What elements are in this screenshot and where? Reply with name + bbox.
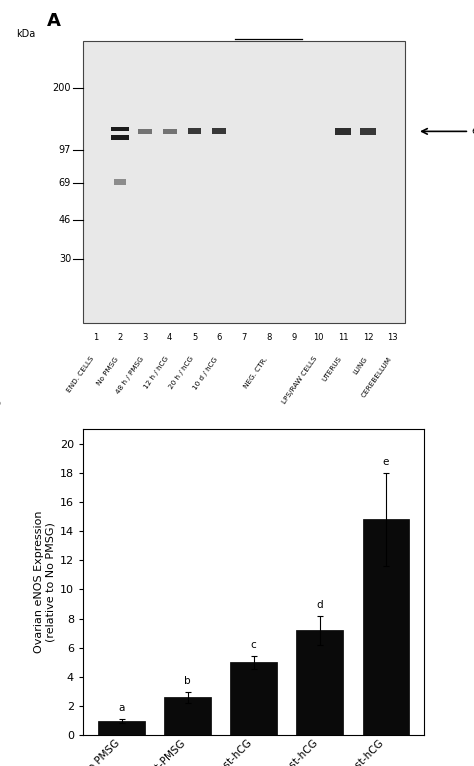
Text: 4: 4	[167, 333, 173, 342]
Text: 20 h / hCG: 20 h / hCG	[168, 355, 194, 391]
Text: UTERUS: UTERUS	[322, 355, 343, 383]
Text: d: d	[316, 600, 323, 610]
Text: 11: 11	[338, 333, 348, 342]
Bar	[114, 179, 127, 185]
Bar	[212, 128, 226, 135]
Text: a: a	[118, 702, 125, 712]
Bar	[164, 697, 210, 735]
Text: 8: 8	[266, 333, 272, 342]
Text: c: c	[251, 640, 256, 650]
Bar	[111, 135, 129, 140]
Text: 200: 200	[53, 83, 71, 93]
Text: 6: 6	[217, 333, 222, 342]
Bar	[360, 128, 376, 135]
Bar	[83, 41, 405, 322]
Text: 5: 5	[192, 333, 197, 342]
Bar	[297, 630, 343, 735]
Text: LUNG: LUNG	[352, 355, 368, 375]
Text: No PMSG: No PMSG	[96, 355, 120, 386]
Text: 1: 1	[93, 333, 98, 342]
Text: A: A	[47, 12, 61, 31]
Text: 48 h / PMSG: 48 h / PMSG	[115, 355, 145, 395]
Text: END. CELLS: END. CELLS	[66, 355, 95, 394]
Text: 12 h / hCG: 12 h / hCG	[143, 355, 170, 391]
Text: 3: 3	[142, 333, 147, 342]
Bar	[363, 519, 409, 735]
Text: 69: 69	[59, 178, 71, 188]
Bar	[138, 129, 152, 134]
Text: 97: 97	[59, 145, 71, 155]
Text: 2: 2	[118, 333, 123, 342]
Text: 12: 12	[363, 333, 374, 342]
Text: NEG. CTR.: NEG. CTR.	[243, 355, 269, 389]
Y-axis label: Ovarian eNOS Expression
(relative to No PMSG): Ovarian eNOS Expression (relative to No …	[34, 511, 55, 653]
Text: 7: 7	[241, 333, 247, 342]
Text: 30: 30	[59, 254, 71, 264]
Text: 10 d / hCG: 10 d / hCG	[192, 355, 219, 391]
Text: B: B	[0, 393, 1, 411]
Bar	[335, 128, 351, 135]
Text: CEREBELLUM: CEREBELLUM	[360, 355, 393, 398]
Text: 10: 10	[313, 333, 324, 342]
Bar	[111, 126, 129, 132]
Text: 46: 46	[59, 215, 71, 225]
Text: kDa: kDa	[17, 29, 36, 39]
Text: eNOS: eNOS	[472, 126, 474, 136]
Bar	[163, 129, 176, 134]
Text: LPS/RAW CELLS: LPS/RAW CELLS	[281, 355, 319, 405]
Bar	[188, 128, 201, 135]
Text: 13: 13	[388, 333, 398, 342]
Text: e: e	[383, 457, 389, 467]
Bar	[99, 721, 145, 735]
Text: 9: 9	[291, 333, 296, 342]
Bar	[230, 663, 277, 735]
Text: b: b	[184, 676, 191, 686]
